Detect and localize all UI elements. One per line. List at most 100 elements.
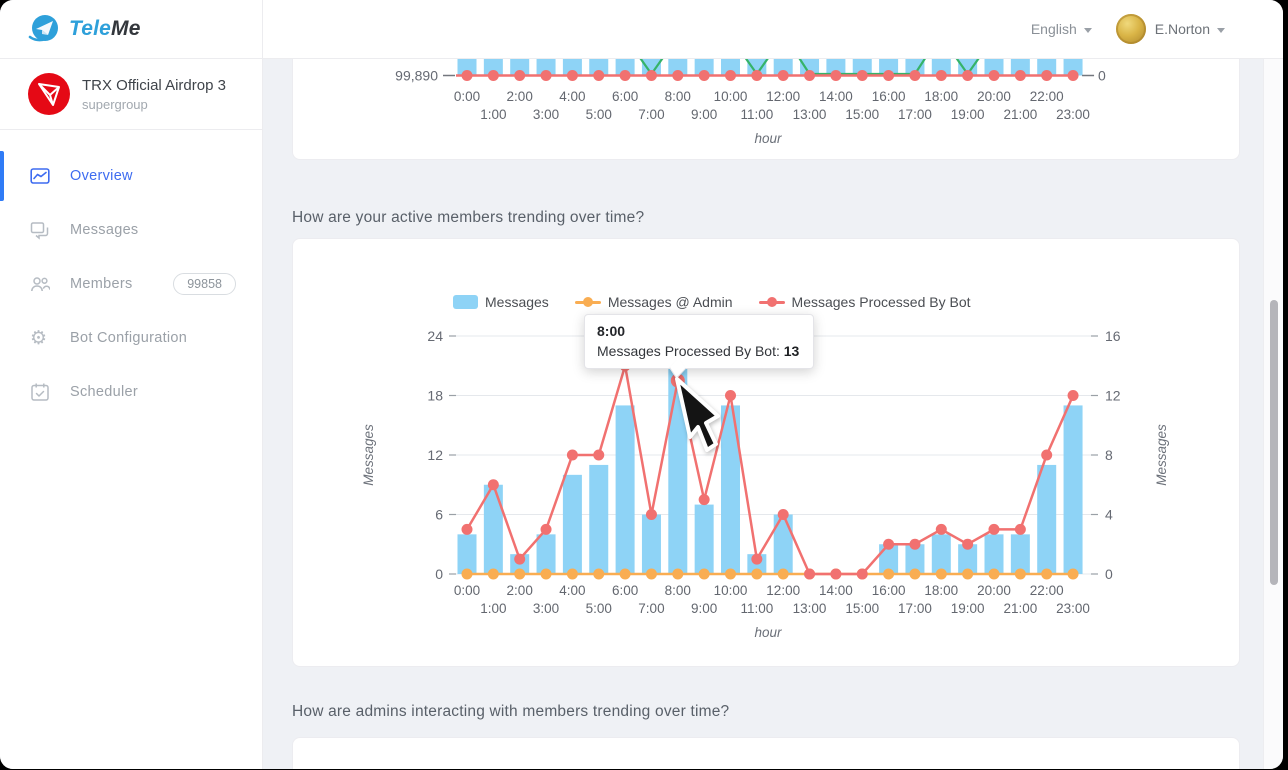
svg-text:20:00: 20:00: [977, 89, 1011, 104]
chevron-down-icon: [1083, 27, 1092, 33]
svg-text:Messages: Messages: [361, 424, 376, 486]
svg-text:11:00: 11:00: [740, 601, 773, 616]
group-info[interactable]: TRX Official Airdrop 3 supergroup: [0, 59, 262, 130]
sidebar: TeleMe TRX Official Airdrop 3 supergroup: [0, 0, 263, 769]
tooltip-series-label: Messages Processed By Bot:: [597, 343, 784, 359]
svg-text:10:00: 10:00: [714, 89, 748, 104]
chevron-down-icon: [1217, 27, 1225, 33]
svg-text:1:00: 1:00: [480, 601, 506, 616]
scrollbar-track[interactable]: [1263, 59, 1283, 769]
active-members-chart[interactable]: 0 6 12 18 24 0 4 8 12 16 0:001:002:003:004:005:006…: [293, 239, 1239, 666]
svg-text:22:00: 22:00: [1030, 89, 1064, 104]
legend-item-messages-processed-by-bot[interactable]: Messages Processed By Bot: [758, 294, 971, 310]
sidebar-item-label: Messages: [70, 222, 139, 238]
admins-chart-card: [292, 737, 1240, 769]
sidebar-item-bot-configuration[interactable]: ⚙ Bot Configuration: [0, 311, 262, 365]
active-members-chart-card: Messages Messages @ Admin Messages Proce…: [292, 238, 1240, 667]
svg-text:9:00: 9:00: [691, 107, 717, 122]
svg-text:17:00: 17:00: [898, 601, 932, 616]
svg-text:16: 16: [1105, 328, 1121, 344]
svg-text:0:00: 0:00: [454, 583, 480, 598]
sidebar-item-scheduler[interactable]: Scheduler: [0, 365, 262, 419]
svg-text:7:00: 7:00: [638, 601, 664, 616]
svg-text:Messages: Messages: [1154, 424, 1169, 486]
members-count-chart[interactable]: 99,890 0 0:001:002:003:004:005:006:007:008…: [293, 59, 1239, 159]
svg-text:14:00: 14:00: [819, 583, 853, 598]
svg-text:0: 0: [1105, 566, 1113, 582]
svg-text:21:00: 21:00: [1003, 601, 1037, 616]
admins-section-title: How are admins interacting with members …: [292, 703, 730, 720]
overview-chart-icon: [30, 166, 50, 186]
svg-text:7:00: 7:00: [638, 107, 664, 122]
topbar: English E.Norton: [263, 0, 1283, 59]
svg-text:19:00: 19:00: [951, 107, 985, 122]
svg-text:24: 24: [427, 328, 443, 344]
svg-text:1:00: 1:00: [480, 107, 506, 122]
svg-text:5:00: 5:00: [586, 601, 612, 616]
mouse-cursor-icon: [675, 377, 720, 452]
svg-text:20:00: 20:00: [977, 583, 1011, 598]
svg-text:18: 18: [427, 388, 443, 404]
svg-text:2:00: 2:00: [507, 583, 533, 598]
sidebar-item-label: Bot Configuration: [70, 330, 188, 346]
svg-text:19:00: 19:00: [951, 601, 985, 616]
chart-tooltip: 8:00 Messages Processed By Bot: 13: [584, 314, 815, 379]
sidebar-item-overview[interactable]: Overview: [0, 149, 262, 203]
sidebar-item-label: Members: [70, 276, 133, 292]
svg-text:0:00: 0:00: [454, 89, 480, 104]
svg-text:15:00: 15:00: [845, 601, 879, 616]
svg-text:6:00: 6:00: [612, 89, 638, 104]
svg-text:8:00: 8:00: [665, 583, 691, 598]
svg-text:10:00: 10:00: [714, 583, 748, 598]
svg-text:4: 4: [1105, 507, 1113, 523]
svg-text:16:00: 16:00: [872, 89, 906, 104]
active-members-section-title: How are your active members trending ove…: [292, 209, 645, 226]
svg-text:8:00: 8:00: [665, 89, 691, 104]
group-name: TRX Official Airdrop 3: [82, 76, 226, 94]
tooltip-hour: 8:00: [597, 323, 626, 339]
svg-text:0: 0: [435, 566, 443, 582]
scheduler-calendar-icon: [30, 382, 50, 402]
svg-text:8: 8: [1105, 447, 1113, 463]
svg-text:13:00: 13:00: [793, 601, 827, 616]
svg-text:4:00: 4:00: [559, 583, 585, 598]
sidebar-item-messages[interactable]: Messages: [0, 203, 262, 257]
svg-text:14:00: 14:00: [819, 89, 853, 104]
svg-text:6: 6: [435, 507, 443, 523]
svg-text:22:00: 22:00: [1030, 583, 1064, 598]
messages-chat-icon: [30, 220, 50, 240]
scrollbar-thumb[interactable]: [1270, 300, 1278, 585]
user-menu[interactable]: E.Norton: [1115, 14, 1225, 44]
svg-text:23:00: 23:00: [1056, 601, 1090, 616]
tooltip-value: 13: [783, 343, 800, 359]
sidebar-nav: Overview Messages: [0, 149, 262, 419]
svg-text:9:00: 9:00: [691, 601, 717, 616]
svg-text:17:00: 17:00: [898, 107, 932, 122]
line-swatch: [758, 295, 785, 309]
svg-text:23:00: 23:00: [1056, 107, 1090, 122]
svg-text:3:00: 3:00: [533, 107, 559, 122]
app-title: TeleMe: [69, 17, 141, 40]
chart-legend: Messages Messages @ Admin Messages Proce…: [453, 294, 971, 310]
svg-text:12: 12: [1105, 388, 1121, 404]
legend-item-messages[interactable]: Messages: [453, 294, 549, 310]
sidebar-item-members[interactable]: Members 99858: [0, 257, 262, 311]
legend-item-messages-at-admin[interactable]: Messages @ Admin: [574, 294, 733, 310]
svg-text:hour: hour: [754, 131, 782, 146]
logo-bar[interactable]: TeleMe: [0, 0, 262, 59]
teleme-logo-icon: [28, 13, 60, 45]
scroll-content: 99,890 0 0:00 1:00 2:00 3:00 4:00 5:00 6:00 7:00 8…: [263, 59, 1283, 769]
members-people-icon: [30, 274, 50, 294]
line-swatch: [574, 295, 601, 309]
gear-icon: ⚙: [30, 327, 48, 349]
svg-text:15:00: 15:00: [845, 107, 879, 122]
svg-text:16:00: 16:00: [872, 583, 906, 598]
svg-text:12:00: 12:00: [766, 89, 800, 104]
language-selector[interactable]: English: [1031, 21, 1092, 37]
svg-text:2:00: 2:00: [507, 89, 533, 104]
svg-text:21:00: 21:00: [1003, 107, 1037, 122]
language-label: English: [1030, 21, 1077, 37]
svg-text:12:00: 12:00: [766, 583, 800, 598]
sidebar-item-label: Scheduler: [70, 384, 138, 400]
